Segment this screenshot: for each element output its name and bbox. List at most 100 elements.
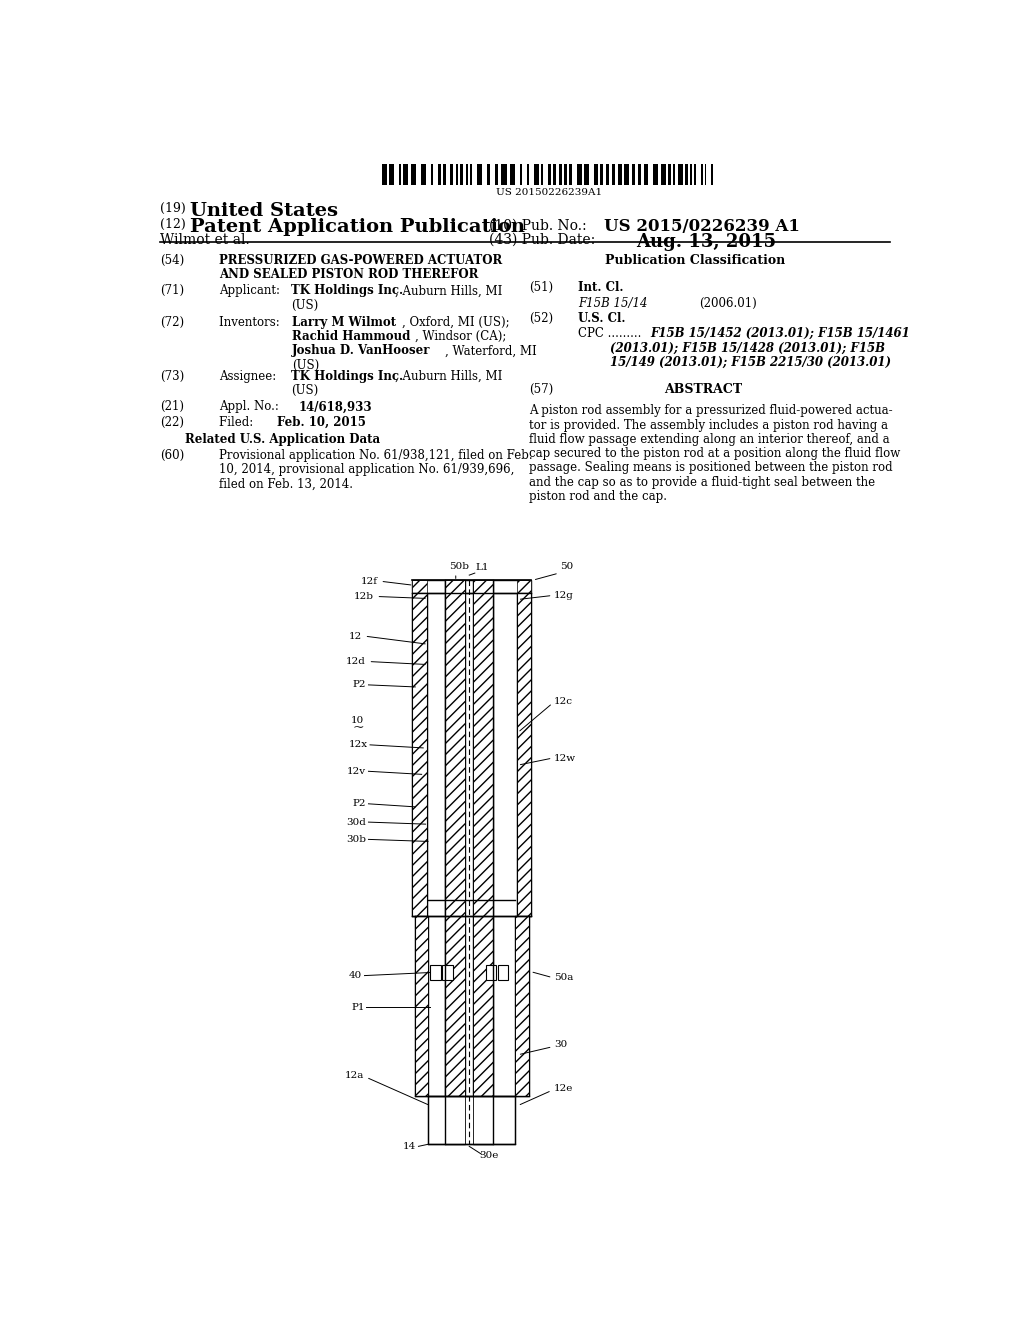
Text: Joshua D. VanHooser: Joshua D. VanHooser bbox=[292, 345, 431, 358]
Bar bbox=[402, 165, 408, 185]
Bar bbox=[564, 165, 567, 185]
Text: 12: 12 bbox=[349, 631, 362, 640]
Bar bbox=[473, 581, 494, 1144]
Text: Wilmot et al.: Wilmot et al. bbox=[160, 232, 250, 247]
Bar bbox=[660, 165, 666, 185]
Text: Publication Classification: Publication Classification bbox=[605, 253, 785, 267]
Text: (54): (54) bbox=[160, 253, 184, 267]
Text: (52): (52) bbox=[528, 312, 553, 325]
Text: Patent Application Publication: Patent Application Publication bbox=[189, 218, 525, 236]
Bar bbox=[445, 581, 465, 1144]
Text: Aug. 13, 2015: Aug. 13, 2015 bbox=[636, 232, 776, 251]
Text: CPC .........: CPC ......... bbox=[578, 327, 645, 341]
Bar bbox=[595, 165, 598, 185]
Text: 12x: 12x bbox=[348, 741, 368, 750]
Bar bbox=[416, 916, 428, 1096]
Bar bbox=[443, 165, 446, 185]
Bar bbox=[553, 165, 556, 185]
Text: and the cap so as to provide a fluid-tight seal between the: and the cap so as to provide a fluid-tig… bbox=[528, 475, 874, 488]
Text: 12v: 12v bbox=[347, 767, 367, 776]
Text: 12g: 12g bbox=[554, 591, 574, 601]
Text: 12e: 12e bbox=[554, 1084, 573, 1093]
Text: AND SEALED PISTON ROD THEREFOR: AND SEALED PISTON ROD THEREFOR bbox=[219, 268, 478, 281]
Text: P2: P2 bbox=[352, 680, 367, 689]
Bar bbox=[632, 165, 635, 185]
Text: TK Holdings Inc.: TK Holdings Inc. bbox=[291, 370, 402, 383]
Text: 40: 40 bbox=[349, 972, 362, 979]
Bar bbox=[569, 165, 572, 185]
Bar bbox=[606, 165, 609, 185]
Bar bbox=[578, 165, 583, 185]
Text: U.S. Cl.: U.S. Cl. bbox=[578, 312, 626, 325]
Bar bbox=[466, 165, 468, 185]
Text: (12): (12) bbox=[160, 218, 189, 231]
Bar bbox=[502, 165, 507, 185]
Text: A piston rod assembly for a pressurized fluid-powered actua-: A piston rod assembly for a pressurized … bbox=[528, 404, 892, 417]
Bar bbox=[411, 165, 416, 185]
Text: (71): (71) bbox=[160, 284, 184, 297]
Text: , Auburn Hills, MI: , Auburn Hills, MI bbox=[395, 370, 503, 383]
Text: ~: ~ bbox=[353, 721, 365, 735]
Bar bbox=[412, 594, 427, 916]
Text: (US): (US) bbox=[291, 298, 317, 312]
Bar bbox=[470, 165, 472, 185]
Text: 30b: 30b bbox=[346, 834, 367, 843]
Text: 50b: 50b bbox=[450, 562, 469, 572]
Text: Related U.S. Application Data: Related U.S. Application Data bbox=[185, 433, 380, 446]
Bar bbox=[526, 165, 528, 185]
Bar bbox=[624, 165, 629, 185]
Text: passage. Sealing means is positioned between the piston rod: passage. Sealing means is positioned bet… bbox=[528, 461, 892, 474]
Text: (22): (22) bbox=[160, 416, 183, 429]
Text: 12w: 12w bbox=[554, 754, 577, 763]
Text: 30d: 30d bbox=[346, 817, 367, 826]
Bar bbox=[541, 165, 543, 185]
Text: PRESSURIZED GAS-POWERED ACTUATOR: PRESSURIZED GAS-POWERED ACTUATOR bbox=[219, 253, 503, 267]
Text: US 20150226239A1: US 20150226239A1 bbox=[496, 187, 602, 197]
Bar bbox=[430, 965, 440, 979]
Text: Applicant:: Applicant: bbox=[219, 284, 284, 297]
Text: 12f: 12f bbox=[361, 577, 378, 586]
Text: (2013.01); F15B 15/1428 (2013.01); F15B: (2013.01); F15B 15/1428 (2013.01); F15B bbox=[609, 342, 885, 354]
Bar bbox=[599, 165, 603, 185]
Bar bbox=[456, 165, 458, 185]
Text: F15B 15/1452 (2013.01); F15B 15/1461: F15B 15/1452 (2013.01); F15B 15/1461 bbox=[650, 327, 910, 341]
Bar bbox=[498, 965, 508, 979]
Text: 12a: 12a bbox=[345, 1071, 365, 1080]
Text: (10) Pub. No.:: (10) Pub. No.: bbox=[489, 218, 596, 232]
Bar bbox=[399, 165, 401, 185]
Bar bbox=[412, 581, 531, 594]
Text: F15B 15/14: F15B 15/14 bbox=[578, 297, 647, 310]
Bar bbox=[618, 165, 622, 185]
Bar bbox=[534, 165, 539, 185]
Text: TK Holdings Inc.: TK Holdings Inc. bbox=[291, 284, 402, 297]
Text: 14/618,933: 14/618,933 bbox=[299, 400, 373, 413]
Bar bbox=[638, 165, 641, 185]
Bar bbox=[548, 165, 551, 185]
Bar bbox=[515, 916, 528, 1096]
Text: filed on Feb. 13, 2014.: filed on Feb. 13, 2014. bbox=[219, 478, 353, 491]
Text: Rachid Hammoud: Rachid Hammoud bbox=[292, 330, 411, 343]
Bar bbox=[559, 165, 562, 185]
Bar bbox=[644, 165, 647, 185]
Text: , Oxford, MI (US);: , Oxford, MI (US); bbox=[401, 315, 509, 329]
Bar bbox=[416, 916, 428, 1096]
Bar bbox=[685, 165, 688, 185]
Text: US 2015/0226239 A1: US 2015/0226239 A1 bbox=[604, 218, 800, 235]
Text: tor is provided. The assembly includes a piston rod having a: tor is provided. The assembly includes a… bbox=[528, 418, 888, 432]
Text: (21): (21) bbox=[160, 400, 183, 413]
Text: 15/149 (2013.01); F15B 2215/30 (2013.01): 15/149 (2013.01); F15B 2215/30 (2013.01) bbox=[609, 355, 891, 368]
Text: 14: 14 bbox=[402, 1142, 416, 1151]
Bar bbox=[412, 594, 427, 916]
Text: (51): (51) bbox=[528, 281, 553, 294]
Text: (2006.01): (2006.01) bbox=[699, 297, 757, 310]
Bar bbox=[421, 165, 426, 185]
Text: P1: P1 bbox=[351, 1003, 365, 1011]
Text: Assignee:: Assignee: bbox=[219, 370, 281, 383]
Text: (43) Pub. Date:: (43) Pub. Date: bbox=[489, 232, 595, 247]
Text: (19): (19) bbox=[160, 202, 189, 215]
Bar bbox=[438, 165, 441, 185]
Text: (US): (US) bbox=[291, 384, 317, 397]
Text: Provisional application No. 61/938,121, filed on Feb.: Provisional application No. 61/938,121, … bbox=[219, 449, 532, 462]
Text: ABSTRACT: ABSTRACT bbox=[665, 383, 742, 396]
Bar bbox=[450, 165, 453, 185]
